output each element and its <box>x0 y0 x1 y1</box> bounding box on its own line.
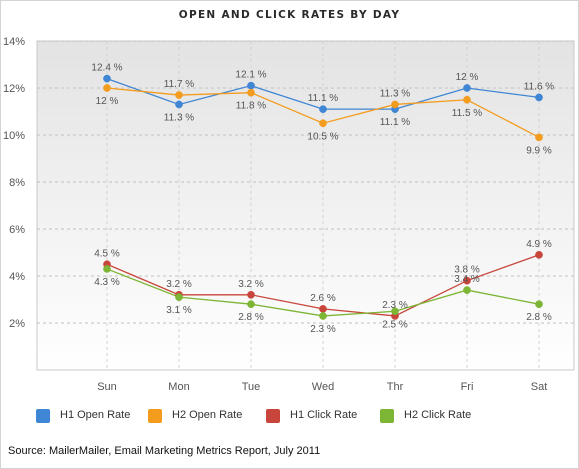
data-point <box>247 290 255 299</box>
data-point <box>463 84 471 92</box>
x-tick-label: Mon <box>168 381 189 393</box>
data-label: 11.3 % <box>164 112 194 123</box>
data-label: 4.9 % <box>526 239 552 250</box>
data-label: 11.1 % <box>380 117 410 128</box>
y-tick-label: 8% <box>9 177 25 189</box>
data-point <box>247 88 255 97</box>
data-point <box>175 91 183 99</box>
data-label: 2.5 % <box>382 319 408 330</box>
data-label: 11.5 % <box>452 108 482 119</box>
data-label: 11.7 % <box>164 79 194 90</box>
chart-title: OPEN AND CLICK RATES BY DAY <box>178 9 401 21</box>
data-label: 12.4 % <box>91 63 122 74</box>
x-tick-label: Tue <box>242 381 261 393</box>
x-tick-label: Sat <box>531 381 548 393</box>
data-point <box>463 95 471 104</box>
data-label: 4.5 % <box>94 248 120 259</box>
data-label: 12 % <box>456 72 479 83</box>
legend-swatch <box>36 409 50 423</box>
data-point <box>463 286 471 294</box>
data-label: 3.4 % <box>454 274 480 285</box>
data-point <box>463 276 471 285</box>
plot-area <box>36 40 575 371</box>
legend-swatch <box>266 409 280 423</box>
data-point <box>391 307 399 316</box>
x-tick-label: Thr <box>387 381 404 393</box>
data-label: 10.5 % <box>307 131 338 142</box>
data-point <box>391 100 399 109</box>
source-note: Source: MailerMailer, Email Marketing Me… <box>8 445 321 457</box>
legend-swatch <box>148 409 162 423</box>
y-tick-label: 6% <box>9 224 25 236</box>
data-label: 9.9 % <box>526 145 552 156</box>
data-point <box>103 265 111 273</box>
data-point <box>103 84 111 92</box>
data-point <box>535 93 543 102</box>
data-point <box>175 293 183 301</box>
legend-label: H2 Open Rate <box>172 409 243 421</box>
line-chart: 2% 4% 6% 8% 10% 12% 14% Sun Mon Tue Wed Thr Fri Sat 1… <box>3 36 575 393</box>
legend-label: H1 Click Rate <box>290 409 358 421</box>
data-label: 11.8 % <box>236 101 266 112</box>
data-label: 2.8 % <box>238 312 264 323</box>
x-tick-label: Fri <box>461 381 474 393</box>
data-label: 2.3 % <box>310 324 336 335</box>
data-point <box>319 119 327 128</box>
x-tick-label: Wed <box>312 381 334 393</box>
data-label: 4.3 % <box>94 277 120 288</box>
legend-label: H2 Click Rate <box>404 409 472 421</box>
data-label: 3.2 % <box>238 279 264 290</box>
data-point <box>535 251 543 259</box>
data-label: 3.8 % <box>454 265 480 276</box>
data-label: 11.1 % <box>308 93 338 104</box>
x-tick-label: Sun <box>97 381 117 393</box>
data-point <box>319 312 327 320</box>
legend-label: H1 Open Rate <box>60 409 131 421</box>
data-label: 11.3 % <box>380 88 410 99</box>
y-tick-label: 12% <box>3 83 25 95</box>
data-label: 12 % <box>96 96 119 107</box>
data-label: 3.1 % <box>166 305 192 316</box>
data-point <box>103 74 111 83</box>
data-label: 12.1 % <box>235 70 266 81</box>
data-point <box>535 133 543 142</box>
chart-legend: H1 Open Rate H2 Open Rate H1 Click Rate H2 … <box>36 408 576 424</box>
data-label: 11.6 % <box>524 81 554 92</box>
data-point <box>319 105 327 114</box>
y-tick-label: 14% <box>3 36 25 48</box>
legend-swatch <box>380 409 394 423</box>
data-point <box>175 100 183 109</box>
y-tick-label: 4% <box>9 271 25 283</box>
data-point <box>247 81 255 90</box>
y-tick-label: 10% <box>3 130 25 142</box>
data-label: 2.8 % <box>526 312 552 323</box>
data-point <box>247 300 255 309</box>
data-label: 2.6 % <box>310 293 336 304</box>
data-point <box>319 305 327 313</box>
data-point <box>535 300 543 309</box>
data-label: 2.3 % <box>382 300 408 311</box>
data-label: 3.2 % <box>166 279 192 290</box>
y-tick-label: 2% <box>9 318 25 330</box>
